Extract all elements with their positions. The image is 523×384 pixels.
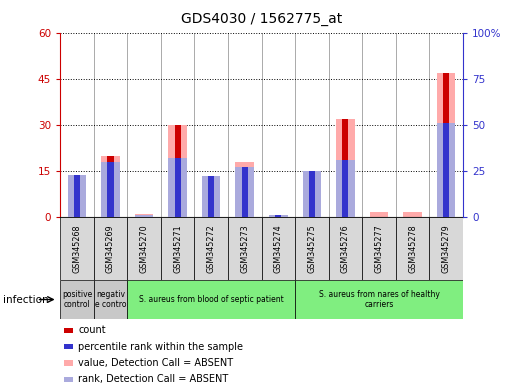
Bar: [303, 171, 321, 217]
Bar: [396, 217, 429, 280]
Text: S. aureus from nares of healthy
carriers: S. aureus from nares of healthy carriers: [319, 290, 439, 309]
Bar: [328, 217, 362, 280]
Bar: [343, 160, 348, 217]
Bar: [101, 162, 120, 217]
Bar: [127, 217, 161, 280]
Text: S. aureus from blood of septic patient: S. aureus from blood of septic patient: [139, 295, 283, 304]
Text: rank, Detection Call = ABSENT: rank, Detection Call = ABSENT: [78, 374, 229, 384]
Text: GSM345272: GSM345272: [207, 224, 215, 273]
Bar: [64, 328, 73, 333]
Bar: [275, 215, 281, 217]
Bar: [67, 175, 86, 217]
Text: negativ
e contro: negativ e contro: [95, 290, 126, 309]
Bar: [443, 123, 449, 217]
Bar: [74, 175, 80, 217]
Bar: [343, 119, 348, 217]
Bar: [208, 202, 214, 217]
Text: GSM345273: GSM345273: [240, 224, 249, 273]
Bar: [135, 214, 153, 217]
Bar: [429, 217, 463, 280]
Bar: [295, 280, 463, 319]
Text: GSM345279: GSM345279: [441, 224, 451, 273]
Bar: [64, 344, 73, 349]
Bar: [64, 361, 73, 366]
Text: percentile rank within the sample: percentile rank within the sample: [78, 342, 243, 352]
Bar: [403, 212, 422, 217]
Bar: [60, 217, 94, 280]
Bar: [107, 156, 113, 217]
Text: GSM345277: GSM345277: [374, 224, 383, 273]
Bar: [101, 156, 120, 217]
Bar: [443, 73, 449, 217]
Bar: [74, 202, 80, 217]
Text: GSM345274: GSM345274: [274, 224, 283, 273]
Bar: [309, 177, 315, 217]
Bar: [242, 167, 248, 217]
Bar: [202, 202, 220, 217]
Text: GSM345275: GSM345275: [308, 224, 316, 273]
Bar: [228, 217, 262, 280]
Bar: [370, 212, 388, 217]
Text: GSM345269: GSM345269: [106, 224, 115, 273]
Text: GSM345268: GSM345268: [72, 224, 82, 273]
Bar: [135, 215, 153, 217]
Bar: [303, 174, 321, 217]
Text: count: count: [78, 326, 106, 336]
Bar: [94, 217, 127, 280]
Bar: [437, 123, 456, 217]
Bar: [168, 125, 187, 217]
Bar: [202, 176, 220, 217]
Bar: [235, 167, 254, 217]
Bar: [127, 280, 295, 319]
Bar: [437, 73, 456, 217]
Text: GDS4030 / 1562775_at: GDS4030 / 1562775_at: [181, 12, 342, 25]
Bar: [175, 158, 180, 217]
Bar: [269, 215, 288, 217]
Text: GSM345278: GSM345278: [408, 224, 417, 273]
Bar: [161, 217, 195, 280]
Bar: [336, 160, 355, 217]
Bar: [94, 280, 127, 319]
Bar: [309, 171, 315, 217]
Bar: [235, 162, 254, 217]
Text: infection: infection: [3, 295, 48, 305]
Text: positive
control: positive control: [62, 290, 92, 309]
Bar: [60, 280, 94, 319]
Text: value, Detection Call = ABSENT: value, Detection Call = ABSENT: [78, 358, 233, 368]
Bar: [195, 217, 228, 280]
Bar: [295, 217, 328, 280]
Text: GSM345276: GSM345276: [341, 224, 350, 273]
Bar: [168, 158, 187, 217]
Bar: [262, 217, 295, 280]
Bar: [107, 162, 113, 217]
Bar: [64, 377, 73, 382]
Text: GSM345270: GSM345270: [140, 224, 149, 273]
Bar: [175, 125, 180, 217]
Bar: [336, 119, 355, 217]
Text: GSM345271: GSM345271: [173, 224, 182, 273]
Bar: [67, 202, 86, 217]
Bar: [362, 217, 396, 280]
Bar: [208, 176, 214, 217]
